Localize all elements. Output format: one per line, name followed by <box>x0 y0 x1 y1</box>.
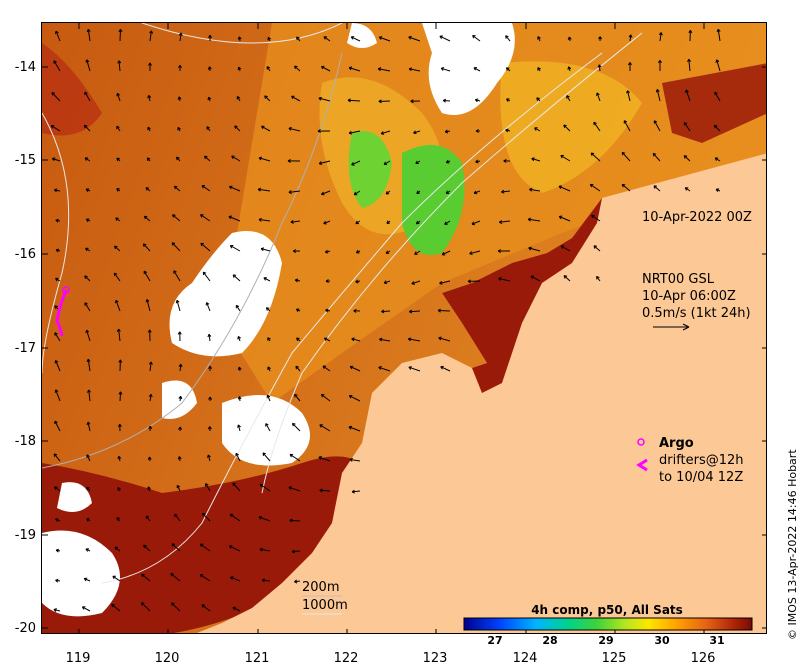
argo-legend-label: Argo <box>659 436 694 451</box>
depth-contour <box>141 23 343 44</box>
sst-map: 10-Apr-2022 00Z NRT00 GSL 10-Apr 06:00Z … <box>42 23 766 633</box>
lon-tick-label: 123 <box>423 651 448 666</box>
contour-1000-label: 1000m <box>302 598 348 613</box>
depth-contour <box>261 32 643 494</box>
imos-credit: © IMOS 13-Apr-2022 14:46 Hobart <box>786 449 799 640</box>
contour-200-label: 200m <box>302 580 339 595</box>
lon-tick-label: 120 <box>155 651 180 666</box>
cloud-no-data <box>162 380 197 419</box>
current-vectors <box>50 28 721 612</box>
lat-tick-label: -15 <box>15 153 36 168</box>
colorbar-tick: 30 <box>654 634 670 647</box>
colorbar-title: 4h comp, p50, All Sats <box>531 603 683 617</box>
drifter-legend-label: drifters@12h <box>659 453 744 468</box>
cloud-no-data <box>42 530 120 617</box>
colorbar-gradient <box>463 617 753 631</box>
cloud-no-data <box>422 23 515 115</box>
longitude-labels: 119 120 121 122 123 124 125 126 <box>66 651 716 666</box>
map-panel: 10-Apr-2022 00Z NRT00 GSL 10-Apr 06:00Z … <box>41 22 767 634</box>
coastal-fringe <box>662 63 766 143</box>
lat-tick-label: -16 <box>15 247 36 262</box>
lat-tick-label: -19 <box>15 528 36 543</box>
current-scale-arrow <box>653 323 690 331</box>
cloud-no-data <box>57 482 92 512</box>
cloud-no-data <box>169 231 282 357</box>
lat-tick-label: -18 <box>15 434 36 449</box>
argo-drifter-track <box>55 286 70 337</box>
lon-tick-label: 119 <box>66 651 91 666</box>
sst-green-patch <box>348 131 392 208</box>
lon-tick-label: 126 <box>691 651 716 666</box>
depth-contour <box>42 52 343 469</box>
cloud-no-data <box>222 395 310 466</box>
current-source-label: NRT00 GSL <box>642 272 715 287</box>
colorbar: 4h comp, p50, All Sats <box>463 603 753 631</box>
current-time-label: 10-Apr 06:00Z <box>642 289 736 304</box>
colorbar-ticks: 27 28 29 30 31 <box>487 634 724 647</box>
cloud-no-data <box>347 23 377 48</box>
lat-tick-label: -20 <box>15 621 36 636</box>
lat-tick-label: -17 <box>15 341 36 356</box>
current-scale-label: 0.5m/s (1kt 24h) <box>642 306 751 321</box>
land-mass <box>197 153 766 633</box>
drifter-legend-marker <box>636 458 648 472</box>
depth-contour <box>101 52 603 584</box>
colorbar-tick: 28 <box>542 634 557 647</box>
argo-legend-marker <box>637 438 645 446</box>
lon-tick-label: 125 <box>602 651 627 666</box>
date-label: 10-Apr-2022 00Z <box>642 210 752 225</box>
lon-tick-label: 121 <box>245 651 270 666</box>
colorbar-tick: 31 <box>709 634 724 647</box>
lon-tick-label: 124 <box>513 651 538 666</box>
colorbar-tick: 29 <box>598 634 613 647</box>
colorbar-tick: 27 <box>487 634 502 647</box>
lat-tick-label: -14 <box>15 60 36 75</box>
latitude-labels: -14 -15 -16 -17 -18 -19 -20 <box>15 60 36 636</box>
drifter-legend-label-2: to 10/04 12Z <box>659 470 743 485</box>
sst-green-patch <box>402 145 465 255</box>
lon-tick-label: 122 <box>334 651 359 666</box>
